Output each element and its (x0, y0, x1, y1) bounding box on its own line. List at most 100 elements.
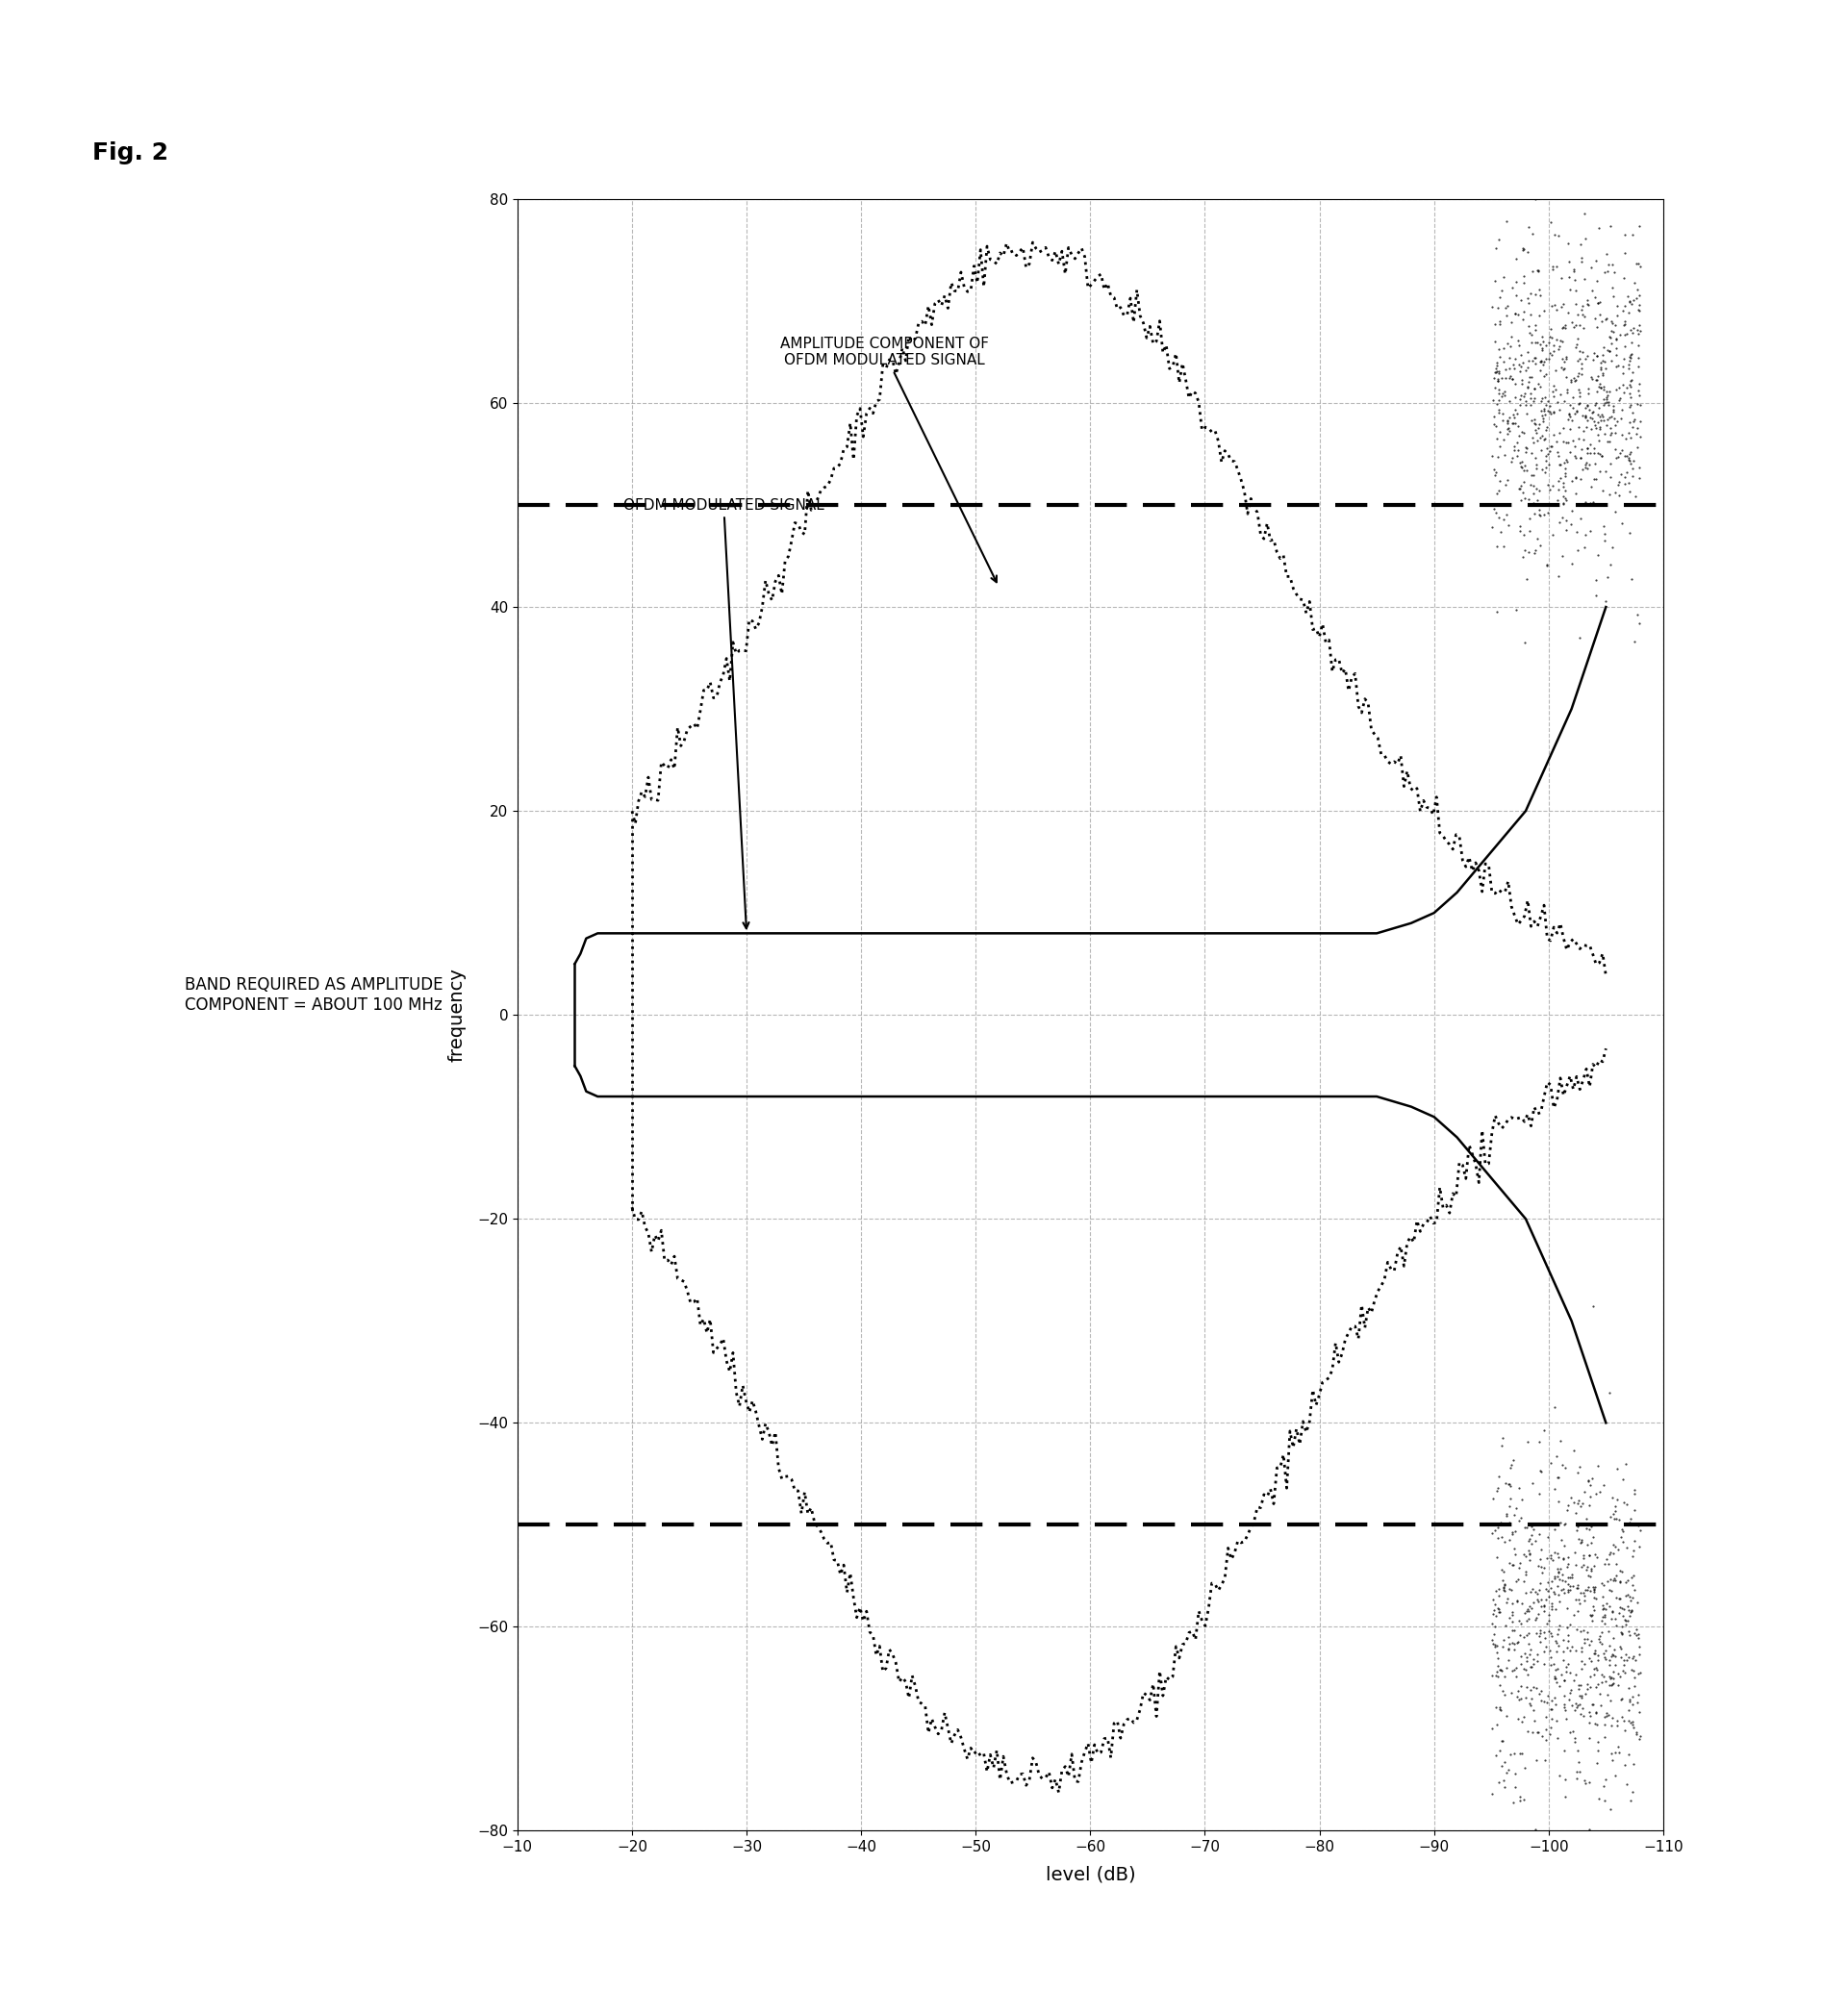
Point (1486, 340, 1515, 372)
Point (1597, 249, 1626, 281)
Point (1615, 1584, 1645, 1616)
Point (1597, 1536, 1626, 1568)
Point (1532, 1723, 1562, 1755)
Point (1512, 388, 1541, 420)
Point (1486, 1506, 1515, 1538)
Point (1562, 396, 1591, 428)
Point (1525, 1574, 1554, 1606)
Point (1480, 1739, 1510, 1771)
Point (1543, 1552, 1573, 1584)
Point (1558, 547, 1587, 579)
Point (1530, 342, 1560, 374)
Point (1554, 1634, 1584, 1666)
Point (1562, 1514, 1591, 1546)
Point (1554, 1574, 1584, 1606)
Point (1489, 1771, 1519, 1803)
Point (1495, 1483, 1525, 1514)
Point (1562, 396, 1591, 428)
Point (1606, 1554, 1635, 1586)
Point (1477, 440, 1506, 472)
Point (1615, 476, 1645, 507)
Point (1547, 1558, 1576, 1590)
Point (1501, 279, 1530, 310)
Point (1565, 376, 1595, 408)
Point (1606, 1592, 1635, 1624)
Point (1563, 1487, 1593, 1518)
Point (1515, 279, 1545, 310)
Point (1613, 1564, 1643, 1596)
Point (1582, 1735, 1611, 1767)
Point (1517, 255, 1547, 287)
Point (1488, 531, 1517, 563)
Point (1565, 1755, 1595, 1787)
Point (1586, 346, 1615, 378)
Point (1584, 1451, 1613, 1483)
Point (1560, 1496, 1589, 1528)
Point (1530, 1622, 1560, 1654)
Point (1610, 1705, 1639, 1737)
Point (1602, 1502, 1632, 1534)
Point (1595, 402, 1624, 434)
Point (1499, 352, 1528, 384)
Point (1519, 1586, 1549, 1618)
Point (1582, 1654, 1611, 1686)
Point (1478, 1628, 1508, 1660)
Point (1501, 1771, 1530, 1803)
Point (1549, 1664, 1578, 1695)
Point (1562, 462, 1591, 494)
Point (1574, 438, 1604, 470)
Point (1493, 1634, 1523, 1666)
Point (1604, 1582, 1634, 1614)
Point (1539, 1560, 1569, 1592)
Point (1501, 297, 1530, 328)
Point (1574, 1767, 1604, 1799)
Point (1552, 446, 1582, 478)
Y-axis label: frequency: frequency (449, 967, 466, 1063)
Point (1521, 1604, 1550, 1636)
Point (1584, 287, 1613, 318)
Point (1489, 440, 1519, 472)
Point (1597, 1640, 1626, 1672)
Point (1499, 1532, 1528, 1564)
Point (1486, 1596, 1515, 1628)
Point (1563, 1690, 1593, 1721)
Point (1526, 1590, 1556, 1622)
Point (1619, 1656, 1648, 1688)
Point (1624, 295, 1654, 326)
Point (1552, 376, 1582, 408)
Point (1624, 1640, 1654, 1672)
Point (1569, 1542, 1599, 1574)
Point (1569, 1548, 1599, 1580)
Point (1578, 1520, 1608, 1552)
Point (1580, 1574, 1610, 1606)
Point (1584, 360, 1613, 392)
Point (1563, 1735, 1593, 1767)
Point (1526, 396, 1556, 428)
Point (1541, 1662, 1571, 1693)
Point (1510, 454, 1539, 486)
Point (1512, 1512, 1541, 1544)
Point (1536, 398, 1565, 430)
Point (1526, 1626, 1556, 1658)
Point (1547, 263, 1576, 295)
Point (1573, 1550, 1602, 1582)
Point (1602, 374, 1632, 406)
Point (1545, 1586, 1574, 1618)
Point (1489, 261, 1519, 293)
Point (1576, 414, 1606, 446)
Point (1489, 424, 1519, 456)
Point (1562, 1572, 1591, 1604)
Point (1493, 1644, 1523, 1676)
Point (1519, 1512, 1549, 1544)
Point (1611, 1604, 1641, 1636)
Point (1541, 1688, 1571, 1719)
Point (1489, 1526, 1519, 1558)
Point (1599, 1481, 1628, 1512)
Point (1613, 1590, 1643, 1622)
Point (1606, 436, 1635, 468)
Point (1621, 418, 1650, 450)
Point (1617, 219, 1647, 251)
Point (1497, 1548, 1526, 1580)
Point (1547, 1524, 1576, 1556)
Point (1604, 1660, 1634, 1692)
